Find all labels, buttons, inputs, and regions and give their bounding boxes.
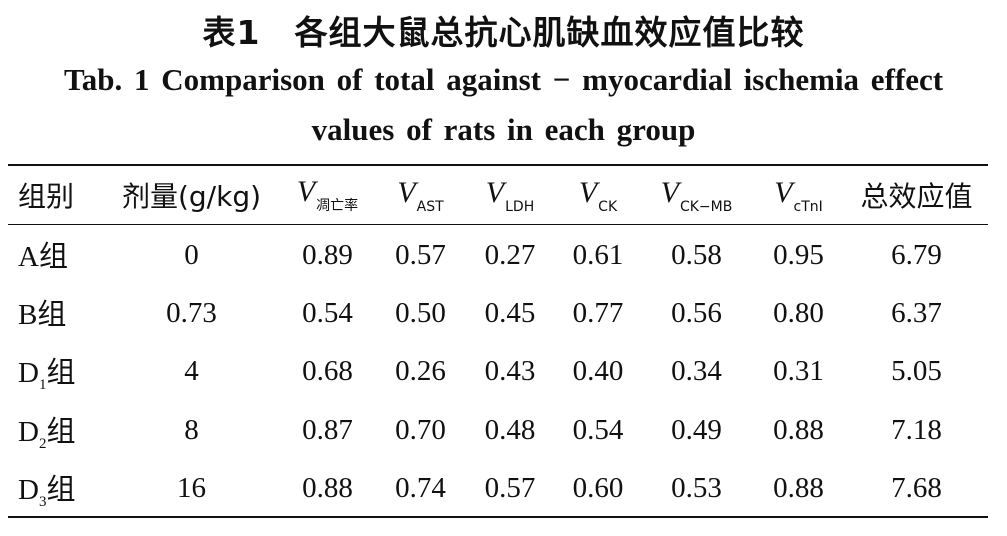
header-v-ldh: VLDH: [485, 175, 535, 215]
v-ast-cell: 0.50: [395, 297, 446, 330]
table-row: B组 0.73 0.54 0.50 0.45 0.77 0.56 0.80 6.37: [8, 284, 988, 342]
table-title-chinese: 表1 各组大鼠总抗心肌缺血效应值比较: [202, 13, 805, 52]
v-ck-cell: 0.54: [572, 413, 624, 446]
header-v-ctni: VcTnI: [774, 175, 823, 215]
header-v-ckmb: VCK−MB: [660, 175, 733, 215]
header-total-effect: 总效应值: [860, 180, 973, 213]
v-ast-cell: 0.70: [395, 413, 446, 446]
group-cell: D2组: [18, 413, 76, 452]
v-ctni-cell: 0.31: [773, 355, 824, 388]
table-body: A组 0 0.89 0.57 0.27 0.61 0.58 0.95 6.79 B组 0.73 0.5…: [8, 224, 988, 518]
header-v-ck: VCK: [578, 175, 618, 215]
v-ctni-cell: 0.80: [773, 297, 824, 330]
v-ck-cell: 0.40: [572, 355, 624, 388]
v-ckmb-cell: 0.34: [671, 355, 722, 388]
total-effect-cell: 5.05: [891, 355, 942, 388]
total-effect-cell: 7.68: [891, 472, 942, 505]
v-apoptosis-cell: 0.89: [302, 238, 353, 271]
table-bottom-rule: [8, 516, 988, 518]
header-group: 组别: [18, 180, 75, 213]
v-ckmb-cell: 0.53: [671, 472, 722, 505]
v-apoptosis-cell: 0.88: [302, 472, 353, 505]
v-ckmb-cell: 0.58: [671, 238, 722, 271]
header-v-apoptosis: V凋亡率: [296, 175, 359, 214]
total-effect-cell: 6.37: [891, 297, 942, 330]
table-row: A组 0 0.89 0.57 0.27 0.61 0.58 0.95 6.79: [8, 224, 988, 284]
v-ck-cell: 0.60: [572, 472, 624, 505]
v-ast-cell: 0.57: [395, 238, 446, 271]
v-ckmb-cell: 0.56: [671, 297, 722, 330]
v-ast-cell: 0.74: [395, 472, 446, 505]
header-v-ast: VAST: [397, 175, 444, 215]
dose-cell: 8: [184, 413, 199, 446]
table-title-english-line1: Tab. 1 Comparison of total against − myo…: [63, 62, 944, 97]
v-ctni-cell: 0.88: [773, 472, 824, 505]
v-ctni-cell: 0.88: [773, 413, 824, 446]
dose-cell: 16: [177, 472, 206, 505]
table-row: D1组 4 0.68 0.26 0.43 0.40 0.34 0.31 5.05: [8, 343, 988, 401]
data-table: 组别 剂量(g/kg) V凋亡率 VAST VLDH VCK VCK−MB Vc…: [8, 166, 988, 518]
v-ckmb-cell: 0.49: [671, 413, 722, 446]
dose-cell: 0: [184, 238, 199, 271]
group-cell: D1组: [18, 355, 76, 394]
dose-cell: 0.73: [166, 297, 217, 330]
v-ck-cell: 0.77: [572, 297, 624, 330]
table-row: D2组 8 0.87 0.70 0.48 0.54 0.49 0.88 7.18: [8, 401, 988, 459]
table-row: D3组 16 0.88 0.74 0.57 0.60 0.53 0.88 7.68: [8, 460, 988, 518]
v-ldh-cell: 0.48: [484, 413, 536, 446]
table-title-english-line2: values of rats in each group: [311, 112, 696, 147]
table-top-rule: [8, 164, 988, 166]
group-cell: A组: [18, 238, 68, 273]
v-ck-cell: 0.61: [572, 238, 624, 271]
v-ldh-cell: 0.27: [484, 238, 536, 271]
total-effect-cell: 6.79: [891, 238, 942, 271]
v-ldh-cell: 0.57: [484, 472, 536, 505]
v-ctni-cell: 0.95: [773, 238, 824, 271]
v-ldh-cell: 0.45: [484, 297, 536, 330]
group-cell: B组: [18, 297, 67, 332]
header-row: 组别 剂量(g/kg) V凋亡率 VAST VLDH VCK VCK−MB Vc…: [8, 166, 988, 224]
v-apoptosis-cell: 0.87: [302, 413, 353, 446]
v-ast-cell: 0.26: [395, 355, 446, 388]
group-cell: D3组: [18, 472, 76, 511]
header-dose: 剂量(g/kg): [121, 180, 262, 213]
v-apoptosis-cell: 0.54: [302, 297, 353, 330]
v-ldh-cell: 0.43: [484, 355, 536, 388]
table-header-rule: [8, 224, 988, 225]
v-apoptosis-cell: 0.68: [302, 355, 353, 388]
total-effect-cell: 7.18: [891, 413, 942, 446]
dose-cell: 4: [184, 355, 199, 388]
